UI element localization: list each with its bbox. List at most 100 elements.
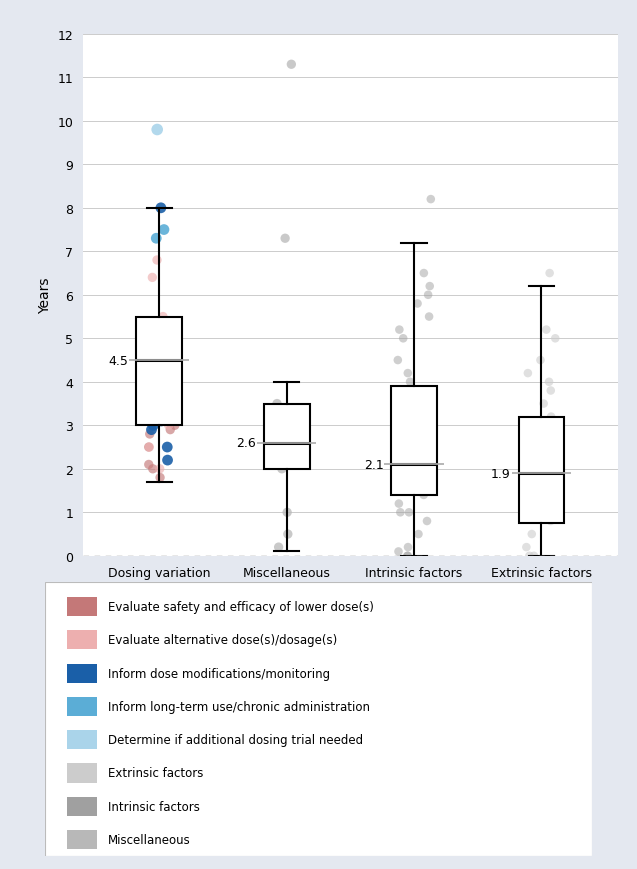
Point <box>398 462 408 476</box>
Point <box>403 541 413 554</box>
Text: Evaluate alternative dose(s)/dosage(s): Evaluate alternative dose(s)/dosage(s) <box>108 634 337 647</box>
Text: 2.1: 2.1 <box>364 459 383 471</box>
Point <box>145 428 155 441</box>
Point <box>394 454 404 468</box>
X-axis label: Dosing category: Dosing category <box>287 587 414 601</box>
Point <box>282 406 292 420</box>
Point <box>410 428 420 441</box>
Point <box>159 223 169 237</box>
Point <box>404 410 414 424</box>
Point <box>161 397 171 411</box>
Point <box>148 462 158 476</box>
Point <box>394 323 404 337</box>
Point <box>533 506 543 520</box>
Point <box>395 506 405 520</box>
FancyBboxPatch shape <box>66 764 97 783</box>
Point <box>155 462 165 476</box>
Point <box>417 480 427 494</box>
Point <box>157 332 168 346</box>
Point <box>524 549 534 563</box>
Point <box>401 419 412 433</box>
Point <box>152 254 162 268</box>
Point <box>144 458 154 472</box>
Text: Determine if additional dosing trial needed: Determine if additional dosing trial nee… <box>108 733 362 746</box>
Point <box>280 232 290 246</box>
Point <box>156 415 166 428</box>
Point <box>391 462 401 476</box>
Point <box>157 384 168 398</box>
Point <box>151 232 161 246</box>
Point <box>420 441 430 454</box>
Point <box>156 202 166 216</box>
Point <box>520 462 530 476</box>
Point <box>402 549 412 563</box>
FancyBboxPatch shape <box>66 697 97 716</box>
Point <box>147 271 157 285</box>
Point <box>424 310 434 324</box>
Point <box>551 484 561 498</box>
Point <box>393 354 403 368</box>
Point <box>165 423 175 437</box>
Point <box>152 123 162 137</box>
Point <box>146 410 156 424</box>
FancyBboxPatch shape <box>45 582 592 856</box>
Point <box>420 397 431 411</box>
Point <box>419 267 429 281</box>
Point <box>283 527 293 541</box>
Text: 1.9: 1.9 <box>491 468 511 480</box>
Point <box>282 506 292 520</box>
Point <box>401 384 411 398</box>
Point <box>426 193 436 207</box>
Point <box>147 354 157 368</box>
Text: Intrinsic factors: Intrinsic factors <box>108 799 199 813</box>
Point <box>545 514 555 528</box>
Point <box>164 419 174 433</box>
Point <box>527 527 537 541</box>
Point <box>143 441 154 454</box>
Point <box>426 458 436 472</box>
Bar <box>519 417 564 523</box>
Point <box>153 384 163 398</box>
Point <box>155 471 165 485</box>
Point <box>286 441 296 454</box>
Point <box>403 367 413 381</box>
Point <box>140 375 150 389</box>
Point <box>550 332 561 346</box>
Point <box>143 336 153 350</box>
Point <box>138 410 148 424</box>
FancyBboxPatch shape <box>66 797 97 816</box>
Text: 4.5: 4.5 <box>109 355 129 367</box>
Point <box>536 419 547 433</box>
Point <box>404 506 414 520</box>
Point <box>546 410 556 424</box>
Point <box>158 310 168 324</box>
Point <box>162 328 172 342</box>
Point <box>275 432 285 446</box>
Point <box>162 441 173 454</box>
Point <box>530 471 540 485</box>
Point <box>396 441 406 454</box>
Point <box>419 488 429 502</box>
FancyBboxPatch shape <box>66 730 97 749</box>
Y-axis label: Years: Years <box>38 277 52 314</box>
Point <box>150 323 160 337</box>
Point <box>413 527 424 541</box>
Point <box>292 419 302 433</box>
Text: Inform dose modifications/monitoring: Inform dose modifications/monitoring <box>108 667 330 680</box>
Point <box>147 423 157 437</box>
Point <box>422 514 432 528</box>
Text: Inform long-term use/chronic administration: Inform long-term use/chronic administrat… <box>108 700 369 713</box>
Point <box>523 367 533 381</box>
Point <box>398 332 408 346</box>
Point <box>412 297 422 311</box>
Point <box>538 397 548 411</box>
Point <box>423 289 433 302</box>
Point <box>162 454 173 468</box>
Point <box>527 497 538 511</box>
Point <box>269 410 280 424</box>
FancyBboxPatch shape <box>66 830 97 849</box>
Point <box>150 375 160 389</box>
Text: 2.6: 2.6 <box>236 437 256 449</box>
Point <box>276 462 287 476</box>
Point <box>541 462 552 476</box>
